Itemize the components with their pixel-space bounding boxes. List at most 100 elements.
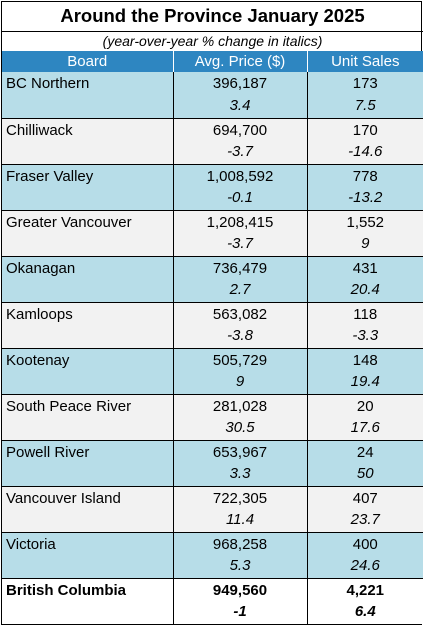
avg-price-change: 3.4 [172,95,307,118]
avg-price: 694,700 [172,117,307,141]
board-name-spacer [2,417,173,440]
table-row-change: 2.7 20.4 [2,279,424,302]
unit-sales-change: 23.7 [306,509,424,532]
unit-sales-change: 7.5 [306,95,424,118]
unit-sales-change: 20.4 [306,279,424,302]
board-name-spacer [2,555,173,578]
board-name: Greater Vancouver [2,209,173,233]
avg-price-change: -3.7 [172,233,307,256]
unit-sales: 20 [306,393,424,417]
avg-price-change: 11.4 [172,509,307,532]
board-name-spacer [2,601,173,624]
unit-sales: 118 [306,301,424,325]
avg-price: 396,187 [172,72,307,95]
board-name: Vancouver Island [2,485,173,509]
board-name-spacer [2,325,173,348]
board-name: Fraser Valley [2,163,173,187]
table-row: Chilliwack 694,700 170 [2,117,424,141]
table-row: Powell River 653,967 24 [2,439,424,463]
avg-price: 968,258 [172,531,307,555]
avg-price: 281,028 [172,393,307,417]
table-row-change: -3.7 9 [2,233,424,256]
table-row: BC Northern 396,187 173 [2,72,424,95]
table-row: British Columbia 949,560 4,221 [2,577,424,601]
unit-sales: 431 [306,255,424,279]
board-name: Kootenay [2,347,173,371]
table-row-change: -0.1 -13.2 [2,187,424,210]
avg-price: 653,967 [172,439,307,463]
avg-price-change: 5.3 [172,555,307,578]
table-row-change: 3.4 7.5 [2,95,424,118]
avg-price: 563,082 [172,301,307,325]
table-row-change: -1 6.4 [2,601,424,624]
unit-sales-change: 50 [306,463,424,486]
unit-sales: 24 [306,439,424,463]
avg-price: 505,729 [172,347,307,371]
unit-sales: 173 [306,72,424,95]
avg-price: 722,305 [172,485,307,509]
unit-sales-change: 19.4 [306,371,424,394]
table-row: Kamloops 563,082 118 [2,301,424,325]
avg-price-change: 2.7 [172,279,307,302]
table-title: Around the Province January 2025 [2,2,424,32]
unit-sales: 4,221 [306,577,424,601]
table-row: Okanagan 736,479 431 [2,255,424,279]
table-row: Fraser Valley 1,008,592 778 [2,163,424,187]
avg-price: 736,479 [172,255,307,279]
board-name: Chilliwack [2,117,173,141]
unit-sales-change: -14.6 [306,141,424,164]
unit-sales-change: 17.6 [306,417,424,440]
table-row: Victoria 968,258 400 [2,531,424,555]
unit-sales-change: -3.3 [306,325,424,348]
board-name: Powell River [2,439,173,463]
avg-price: 1,208,415 [172,209,307,233]
table-row-change: 11.4 23.7 [2,509,424,532]
board-name: Kamloops [2,301,173,325]
unit-sales: 400 [306,531,424,555]
table-row-change: -3.7 -14.6 [2,141,424,164]
avg-price-change: -3.7 [172,141,307,164]
header-board: Board [2,51,173,72]
board-name-spacer [2,233,173,256]
board-name-spacer [2,509,173,532]
table-row: South Peace River 281,028 20 [2,393,424,417]
table-subtitle: (year-over-year % change in italics) [102,33,323,50]
avg-price-change: 3.3 [172,463,307,486]
table-row-change: 30.5 17.6 [2,417,424,440]
board-name-spacer [2,371,173,394]
board-name: BC Northern [2,72,173,95]
unit-sales-change: -13.2 [306,187,424,210]
unit-sales-change: 24.6 [306,555,424,578]
table-row: Greater Vancouver 1,208,415 1,552 [2,209,424,233]
avg-price: 1,008,592 [172,163,307,187]
table-row-change: 9 19.4 [2,371,424,394]
board-name: British Columbia [2,577,173,601]
unit-sales-change: 6.4 [306,601,424,624]
avg-price-change: -3.8 [172,325,307,348]
header-avg-price: Avg. Price ($) [172,51,307,72]
board-name-spacer [2,463,173,486]
board-name-spacer [2,279,173,302]
unit-sales-change: 9 [306,233,424,256]
board-name-spacer [2,95,173,118]
avg-price-change: -1 [172,601,307,624]
board-name: Victoria [2,531,173,555]
avg-price-change: 9 [172,371,307,394]
board-name-spacer [2,187,173,210]
unit-sales: 407 [306,485,424,509]
avg-price-change: -0.1 [172,187,307,210]
avg-price: 949,560 [172,577,307,601]
board-name: South Peace River [2,393,173,417]
avg-price-change: 30.5 [172,417,307,440]
table-row-change: 5.3 24.6 [2,555,424,578]
table-row: Vancouver Island 722,305 407 [2,485,424,509]
unit-sales: 170 [306,117,424,141]
board-name: Okanagan [2,255,173,279]
unit-sales: 1,552 [306,209,424,233]
table-row-change: 3.3 50 [2,463,424,486]
board-name-spacer [2,141,173,164]
table-row-change: -3.8 -3.3 [2,325,424,348]
header-unit-sales: Unit Sales [306,51,424,72]
unit-sales: 778 [306,163,424,187]
